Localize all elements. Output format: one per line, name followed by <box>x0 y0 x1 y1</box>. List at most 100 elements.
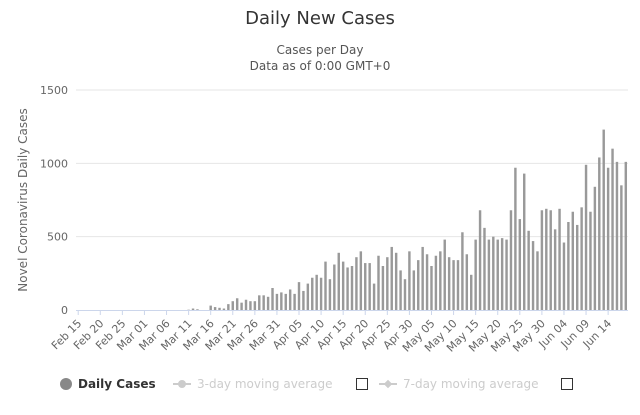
bar[interactable] <box>611 148 614 310</box>
bar[interactable] <box>589 211 592 310</box>
bar[interactable] <box>496 239 499 310</box>
bar[interactable] <box>240 302 243 310</box>
bar[interactable] <box>478 210 482 310</box>
bar[interactable] <box>288 289 292 310</box>
bar[interactable] <box>293 293 296 310</box>
bar[interactable] <box>580 207 583 310</box>
bar[interactable] <box>412 270 416 310</box>
bar[interactable] <box>430 266 433 310</box>
bar[interactable] <box>315 274 318 310</box>
bar[interactable] <box>465 254 469 310</box>
checkbox-7day-average[interactable] <box>561 378 573 390</box>
bar[interactable] <box>249 301 252 310</box>
bar[interactable] <box>421 246 424 310</box>
bar[interactable] <box>319 277 323 310</box>
bar[interactable] <box>235 298 239 310</box>
bar[interactable] <box>492 236 495 310</box>
bar[interactable] <box>280 292 283 310</box>
bar[interactable] <box>355 257 358 310</box>
bar[interactable] <box>452 260 455 310</box>
bar[interactable] <box>341 261 345 310</box>
bar[interactable] <box>553 229 557 310</box>
bar[interactable] <box>244 299 248 310</box>
bar[interactable] <box>509 210 513 310</box>
bar[interactable] <box>386 257 389 310</box>
bar[interactable] <box>227 304 230 310</box>
bar[interactable] <box>443 239 446 310</box>
bar[interactable] <box>258 295 261 310</box>
bar[interactable] <box>540 210 544 310</box>
bar[interactable] <box>536 251 539 310</box>
bar[interactable] <box>271 288 274 310</box>
bar[interactable] <box>487 239 491 310</box>
bar[interactable] <box>324 261 327 310</box>
bar[interactable] <box>359 251 363 310</box>
bar[interactable] <box>209 305 212 310</box>
bar[interactable] <box>284 293 287 310</box>
bar[interactable] <box>545 208 548 310</box>
bar[interactable] <box>615 161 619 310</box>
bar[interactable] <box>350 266 354 310</box>
checkbox-3day-average[interactable] <box>356 378 368 390</box>
bar[interactable] <box>558 208 561 310</box>
bar[interactable] <box>399 270 402 310</box>
bar[interactable] <box>439 251 442 310</box>
bar[interactable] <box>408 251 411 310</box>
bar[interactable] <box>593 186 597 310</box>
bar[interactable] <box>253 301 257 310</box>
bar[interactable] <box>381 266 385 310</box>
bar[interactable] <box>447 257 451 310</box>
bar[interactable] <box>620 185 623 310</box>
bar[interactable] <box>364 263 367 310</box>
bar[interactable] <box>518 219 522 310</box>
bar[interactable] <box>562 242 566 310</box>
bar[interactable] <box>403 279 407 310</box>
bar[interactable] <box>368 263 371 310</box>
bar[interactable] <box>297 282 301 310</box>
bar[interactable] <box>531 241 535 310</box>
bar[interactable] <box>262 295 265 310</box>
bar[interactable] <box>576 224 579 310</box>
bar[interactable] <box>549 210 552 310</box>
bar[interactable] <box>306 283 310 310</box>
bar[interactable] <box>213 307 217 310</box>
bar[interactable] <box>311 277 314 310</box>
bar[interactable] <box>337 252 340 310</box>
bar[interactable] <box>275 293 279 310</box>
bar[interactable] <box>461 232 464 310</box>
bar[interactable] <box>417 260 420 310</box>
bar[interactable] <box>598 157 601 310</box>
bar[interactable] <box>456 260 460 310</box>
bar[interactable] <box>584 164 588 310</box>
bar[interactable] <box>567 222 570 310</box>
bar[interactable] <box>571 211 575 310</box>
bar[interactable] <box>191 308 195 310</box>
bar[interactable] <box>346 267 349 310</box>
bar[interactable] <box>196 309 199 310</box>
bar[interactable] <box>372 283 376 310</box>
bar[interactable] <box>390 246 393 310</box>
bar[interactable] <box>425 254 429 310</box>
bar[interactable] <box>470 274 473 310</box>
bar[interactable] <box>527 230 530 310</box>
bar[interactable] <box>231 301 234 310</box>
bar[interactable] <box>302 290 305 310</box>
bar[interactable] <box>483 227 486 310</box>
legend-item-3day-average[interactable]: 3-day moving average <box>173 374 332 394</box>
legend-item-daily-cases[interactable]: Daily Cases <box>60 374 156 394</box>
bar[interactable] <box>434 255 438 310</box>
bar[interactable] <box>606 167 610 310</box>
bar[interactable] <box>266 296 270 310</box>
bar[interactable] <box>333 264 336 310</box>
bar[interactable] <box>474 239 477 310</box>
bar[interactable] <box>500 238 504 310</box>
bar[interactable] <box>624 161 628 310</box>
bar[interactable] <box>602 129 605 310</box>
bar[interactable] <box>218 307 221 310</box>
bar[interactable] <box>505 239 508 310</box>
bar[interactable] <box>222 308 226 310</box>
bar[interactable] <box>523 173 526 310</box>
bar[interactable] <box>514 167 517 310</box>
bar[interactable] <box>377 255 380 310</box>
bar[interactable] <box>328 279 332 310</box>
